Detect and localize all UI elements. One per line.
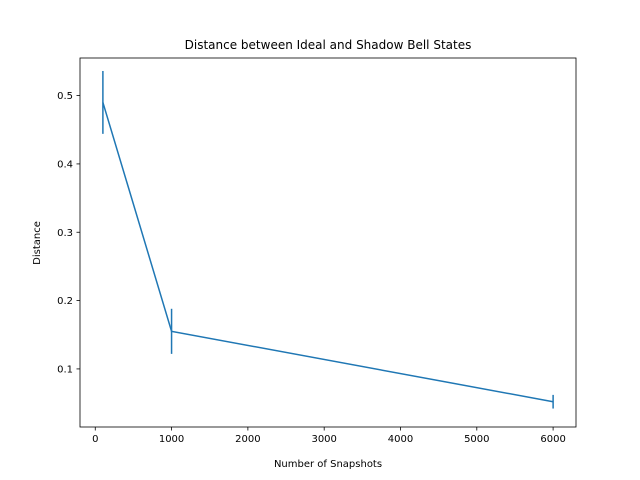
x-tick-label: 6000: [540, 434, 565, 445]
chart-title: Distance between Ideal and Shadow Bell S…: [185, 38, 472, 52]
x-tick-label: 1000: [159, 434, 184, 445]
plot-area: [80, 58, 576, 427]
x-tick-label: 0: [92, 434, 98, 445]
y-tick-label: 0.5: [57, 91, 73, 102]
x-axis-title: Number of Snapshots: [274, 459, 382, 470]
y-axis-title: Distance: [32, 221, 43, 265]
x-axis-ticks: 0 1000 2000 3000 4000 5000 6000: [92, 427, 566, 445]
plot-frame: [79, 57, 577, 428]
x-tick-label: 5000: [464, 434, 489, 445]
x-tick-label: 4000: [388, 434, 413, 445]
y-tick-label: 0.3: [57, 228, 73, 239]
x-tick-label: 2000: [235, 434, 260, 445]
x-tick-label: 3000: [311, 434, 336, 445]
y-tick-label: 0.4: [57, 159, 73, 170]
y-tick-label: 0.2: [57, 296, 73, 307]
chart-marks: [102, 70, 554, 409]
y-tick-label: 0.1: [57, 364, 73, 375]
y-axis-ticks: 0.1 0.2 0.3 0.4 0.5: [57, 91, 80, 375]
